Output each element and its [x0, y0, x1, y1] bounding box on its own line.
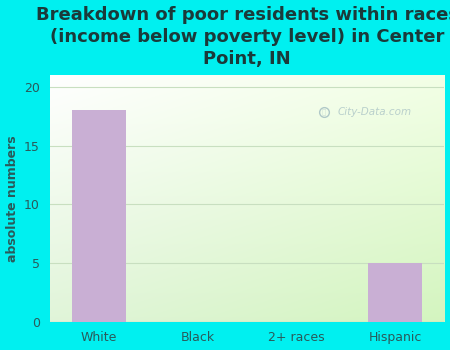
Text: 📊: 📊 [322, 109, 326, 116]
Bar [368, 263, 422, 322]
Bar [72, 110, 126, 322]
Text: City-Data.com: City-Data.com [338, 107, 412, 117]
Title: Breakdown of poor residents within races
(income below poverty level) in Center
: Breakdown of poor residents within races… [36, 6, 450, 68]
Y-axis label: absolute numbers: absolute numbers [5, 135, 18, 262]
